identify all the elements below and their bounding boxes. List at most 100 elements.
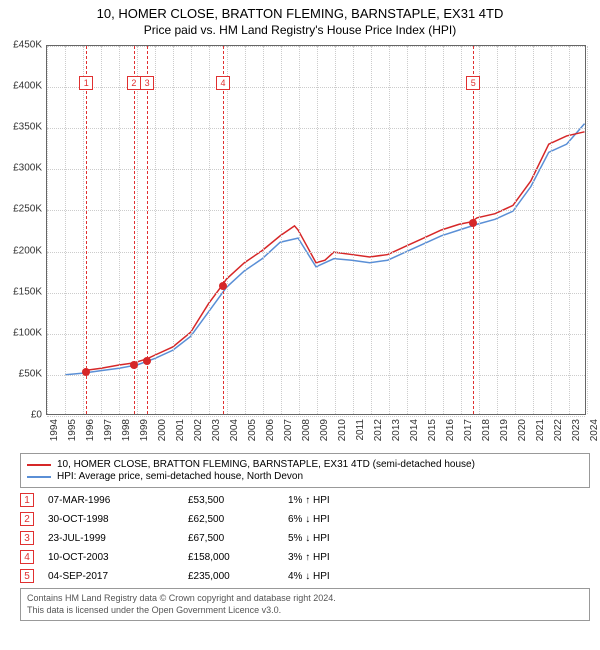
event-date: 23-JUL-1999: [48, 533, 188, 544]
grid-line-v: [479, 46, 480, 414]
grid-line-v: [299, 46, 300, 414]
event-date: 30-OCT-1998: [48, 514, 188, 525]
x-tick-label: 2019: [499, 419, 510, 441]
legend-swatch: [27, 476, 51, 478]
y-tick-label: £250K: [13, 204, 42, 215]
grid-line-h: [47, 334, 585, 335]
x-tick-label: 2007: [283, 419, 294, 441]
event-marker-box: 4: [216, 76, 230, 90]
event-marker-box: 5: [466, 76, 480, 90]
grid-line-v: [263, 46, 264, 414]
x-tick-label: 2024: [589, 419, 600, 441]
event-line: [86, 46, 87, 414]
x-tick-label: 2013: [391, 419, 402, 441]
event-number: 3: [20, 531, 34, 545]
chart-container: 10, HOMER CLOSE, BRATTON FLEMING, BARNST…: [0, 0, 600, 650]
grid-line-v: [353, 46, 354, 414]
grid-line-v: [425, 46, 426, 414]
grid-line-h: [47, 169, 585, 170]
price-marker: [143, 357, 151, 365]
grid-line-v: [335, 46, 336, 414]
grid-line-v: [119, 46, 120, 414]
price-marker: [82, 368, 90, 376]
x-tick-label: 2004: [229, 419, 240, 441]
y-tick-label: £200K: [13, 245, 42, 256]
grid-line-v: [317, 46, 318, 414]
price-marker: [469, 219, 477, 227]
series-line: [65, 124, 584, 375]
event-line: [223, 46, 224, 414]
grid-line-v: [281, 46, 282, 414]
event-row: 504-SEP-2017£235,0004% ↓ HPI: [20, 569, 590, 583]
footer-note: Contains HM Land Registry data © Crown c…: [20, 588, 590, 621]
x-tick-label: 2000: [157, 419, 168, 441]
grid-line-h: [47, 210, 585, 211]
grid-line-v: [191, 46, 192, 414]
grid-line-v: [461, 46, 462, 414]
grid-line-v: [47, 46, 48, 414]
x-tick-label: 2021: [535, 419, 546, 441]
legend-label: 10, HOMER CLOSE, BRATTON FLEMING, BARNST…: [57, 459, 475, 470]
x-tick-label: 2001: [175, 419, 186, 441]
x-tick-label: 2002: [193, 419, 204, 441]
event-date: 07-MAR-1996: [48, 495, 188, 506]
event-delta: 1% ↑ HPI: [288, 495, 388, 506]
x-tick-label: 2017: [463, 419, 474, 441]
x-axis-labels: 1994199519961997199819992000200120022003…: [46, 417, 586, 447]
x-tick-label: 1999: [139, 419, 150, 441]
y-tick-label: £450K: [13, 40, 42, 51]
event-row: 410-OCT-2003£158,0003% ↑ HPI: [20, 550, 590, 564]
legend: 10, HOMER CLOSE, BRATTON FLEMING, BARNST…: [20, 453, 590, 488]
grid-line-v: [173, 46, 174, 414]
event-price: £67,500: [188, 533, 288, 544]
event-number: 2: [20, 512, 34, 526]
grid-line-v: [227, 46, 228, 414]
event-delta: 6% ↓ HPI: [288, 514, 388, 525]
y-tick-label: £100K: [13, 327, 42, 338]
y-tick-label: £0: [31, 410, 42, 421]
grid-line-v: [155, 46, 156, 414]
event-number: 1: [20, 493, 34, 507]
x-tick-label: 1997: [103, 419, 114, 441]
grid-line-v: [515, 46, 516, 414]
event-price: £62,500: [188, 514, 288, 525]
chart-subtitle: Price paid vs. HM Land Registry's House …: [0, 21, 600, 45]
line-series: [47, 46, 585, 414]
grid-line-h: [47, 375, 585, 376]
event-line: [134, 46, 135, 414]
event-marker-box: 2: [127, 76, 141, 90]
grid-line-v: [551, 46, 552, 414]
x-tick-label: 2014: [409, 419, 420, 441]
grid-line-h: [47, 46, 585, 47]
x-tick-label: 2005: [247, 419, 258, 441]
grid-line-v: [65, 46, 66, 414]
footer-line2: This data is licensed under the Open Gov…: [27, 605, 583, 617]
event-price: £53,500: [188, 495, 288, 506]
grid-line-v: [83, 46, 84, 414]
event-delta: 5% ↓ HPI: [288, 533, 388, 544]
legend-swatch: [27, 464, 51, 466]
event-price: £158,000: [188, 552, 288, 563]
grid-line-v: [443, 46, 444, 414]
legend-row: HPI: Average price, semi-detached house,…: [27, 471, 583, 482]
x-tick-label: 2012: [373, 419, 384, 441]
event-row: 1 07-MAR-1996£53,5001% ↑ HPI: [20, 493, 590, 507]
x-tick-label: 2022: [553, 419, 564, 441]
x-tick-label: 1996: [85, 419, 96, 441]
x-tick-label: 1994: [49, 419, 60, 441]
grid-line-v: [137, 46, 138, 414]
x-tick-label: 2018: [481, 419, 492, 441]
event-row: 3 23-JUL-1999£67,5005% ↓ HPI: [20, 531, 590, 545]
y-axis-labels: £0£50K£100K£150K£200K£250K£300K£350K£400…: [0, 45, 44, 415]
grid-line-h: [47, 252, 585, 253]
footer-line1: Contains HM Land Registry data © Crown c…: [27, 593, 583, 605]
y-tick-label: £150K: [13, 286, 42, 297]
grid-line-v: [569, 46, 570, 414]
chart-area: £0£50K£100K£150K£200K£250K£300K£350K£400…: [36, 45, 596, 445]
event-marker-box: 1: [79, 76, 93, 90]
x-tick-label: 1995: [67, 419, 78, 441]
events-table: 107-MAR-1996£53,5001% ↑ HPI230-OCT-1998£…: [20, 493, 590, 583]
grid-line-v: [497, 46, 498, 414]
grid-line-h: [47, 293, 585, 294]
event-delta: 4% ↓ HPI: [288, 571, 388, 582]
